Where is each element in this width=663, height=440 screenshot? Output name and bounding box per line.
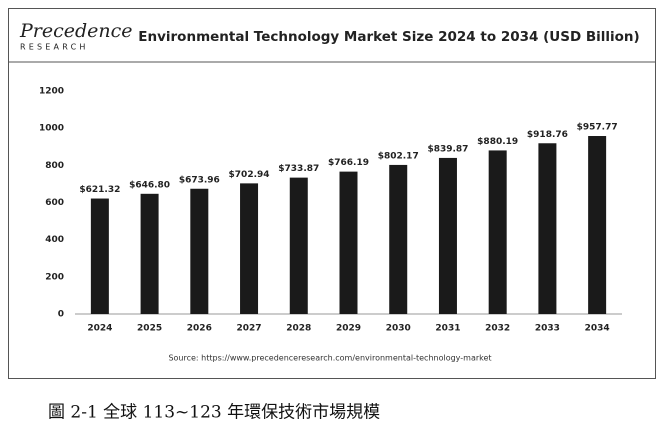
value-label: $766.19 <box>328 158 369 168</box>
bar <box>488 150 507 314</box>
logo-name: Precedence <box>19 20 133 42</box>
y-tick-label: 0 <box>58 310 64 320</box>
bar <box>90 198 109 314</box>
bar <box>389 164 408 314</box>
x-tick-label: 2027 <box>237 324 262 334</box>
value-label: $957.77 <box>577 123 618 133</box>
x-tick-label: 2029 <box>336 324 361 334</box>
y-tick-label: 800 <box>45 161 64 171</box>
logo-tagline: RESEARCH <box>20 43 89 52</box>
value-label: $839.87 <box>427 144 468 154</box>
bar <box>289 177 308 314</box>
x-tick-label: 2034 <box>585 324 610 334</box>
value-label: $918.76 <box>527 130 568 140</box>
value-label: $702.94 <box>229 170 270 180</box>
x-tick-label: 2033 <box>535 324 560 334</box>
chart-title: Environmental Technology Market Size 202… <box>138 29 639 45</box>
caption: 圖 2-1 全球 113~123 年環保技術市場規模 <box>48 403 380 423</box>
x-tick-label: 2024 <box>87 324 112 334</box>
bar <box>588 136 607 314</box>
y-tick-label: 200 <box>45 272 64 282</box>
x-tick-label: 2028 <box>286 324 311 334</box>
x-tick-label: 2026 <box>187 324 212 334</box>
value-label: $733.87 <box>278 164 319 174</box>
value-label: $646.80 <box>129 180 170 190</box>
x-tick-label: 2030 <box>386 324 411 334</box>
y-tick-label: 1200 <box>39 87 64 97</box>
x-tick-label: 2025 <box>137 324 162 334</box>
y-tick-label: 1000 <box>39 124 64 134</box>
source: Source: https://www.precedenceresearch.c… <box>168 354 491 363</box>
bar <box>339 171 358 314</box>
x-tick-label: 2031 <box>435 324 460 334</box>
value-label: $621.32 <box>79 185 120 195</box>
x-tick-label: 2032 <box>485 324 510 334</box>
bar <box>140 193 159 314</box>
y-tick-label: 400 <box>45 235 64 245</box>
value-label: $673.96 <box>179 175 220 185</box>
value-label: $880.19 <box>477 137 518 147</box>
y-tick-label: 600 <box>45 198 64 208</box>
bar <box>438 157 457 314</box>
value-label: $802.17 <box>378 151 419 161</box>
bar <box>538 143 557 314</box>
bar <box>190 188 209 314</box>
bar <box>240 183 259 314</box>
